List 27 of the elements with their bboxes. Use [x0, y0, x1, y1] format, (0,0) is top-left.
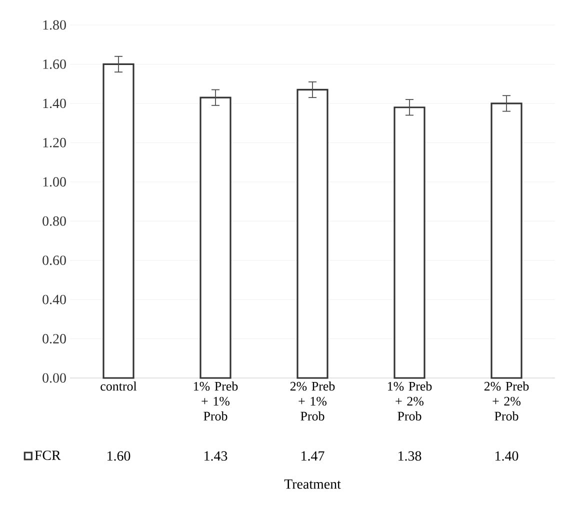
x-axis-title: Treatment	[284, 480, 341, 489]
y-tick-label: 0.00	[42, 373, 66, 383]
x-tick-label: 2% Preb + 2% Prob	[484, 382, 529, 421]
y-tick-label: 1.00	[43, 177, 66, 187]
y-tick-label: 1.40	[43, 98, 66, 108]
bar	[296, 88, 328, 379]
legend-label: FCR	[34, 450, 61, 460]
x-tick-label: 1% Preb + 2% Prob	[388, 382, 432, 421]
bar	[490, 102, 522, 379]
y-tick-label: 1.80	[43, 20, 66, 30]
x-tick-label: control	[100, 382, 137, 391]
bar	[200, 96, 232, 379]
y-tick-label: 1.60	[43, 59, 66, 69]
x-tick-label: 1% Preb + 1% Prob	[194, 382, 238, 421]
data-label: 1.43	[204, 451, 228, 461]
data-label: 1.60	[108, 451, 130, 461]
y-tick-label: 1.20	[43, 138, 66, 148]
x-tick-label: 2% Preb + 1% Prob	[290, 382, 335, 421]
y-tick-label: 0.60	[42, 256, 66, 266]
bar	[102, 63, 134, 379]
y-tick-label: 0.40	[42, 294, 66, 304]
data-label: 1.47	[302, 451, 324, 461]
bar	[394, 106, 426, 379]
data-label: 1.40	[496, 451, 518, 461]
data-label: 1.38	[398, 451, 422, 461]
y-tick-label: 0.80	[42, 216, 66, 226]
y-tick-label: 0.20	[42, 334, 66, 344]
